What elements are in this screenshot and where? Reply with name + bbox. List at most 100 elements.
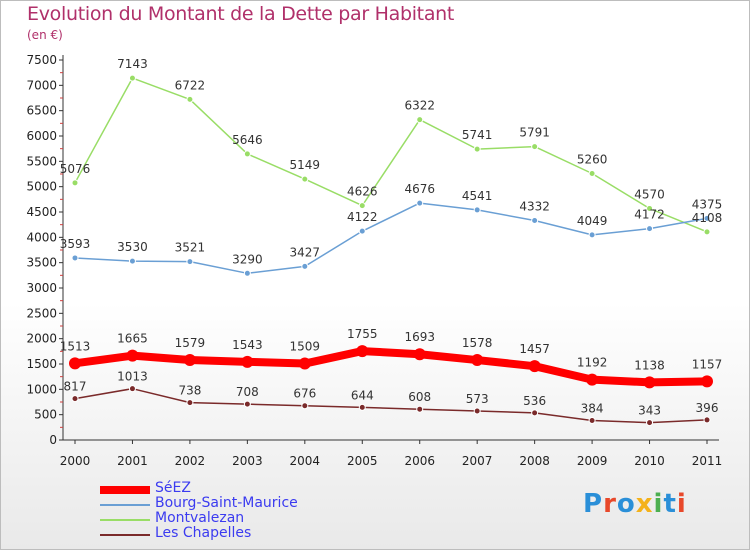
data-point [186,399,194,407]
data-point [301,175,309,183]
data-point [301,402,309,410]
data-point [241,355,254,368]
data-label: 4676 [404,182,435,196]
data-point [473,407,481,415]
y-tick-label: 0 [49,433,57,447]
data-point [186,258,194,266]
x-tick-label: 2011 [692,454,723,468]
y-tick-label: 6000 [26,129,57,143]
series-line-0 [74,347,708,387]
logo-letter: r [603,489,617,519]
data-label: 738 [178,384,201,398]
data-label: 5260 [577,152,608,166]
data-label: 1513 [60,339,91,353]
data-label: 608 [408,390,431,404]
y-tick-label: 3500 [26,256,57,270]
data-point [186,95,194,103]
data-point [531,143,539,151]
data-label: 4172 [634,208,665,222]
data-label: 1578 [462,336,493,350]
data-label: 1755 [347,327,378,341]
data-point [301,262,309,270]
data-label: 3593 [60,237,91,251]
data-point [71,395,79,403]
data-label: 1509 [290,340,321,354]
x-tick-label: 2010 [634,454,665,468]
data-label: 6722 [175,78,206,92]
data-label: 4332 [519,200,550,214]
data-point [528,360,541,373]
data-label: 573 [466,392,489,406]
data-point [416,199,424,207]
series-line-3 [74,387,708,424]
data-point [358,227,366,235]
y-tick-label: 5500 [26,154,57,168]
legend-label: SéEZ [155,480,191,496]
data-label: 4049 [577,214,608,228]
data-label: 1138 [634,358,665,372]
y-tick-label: 500 [34,408,57,422]
logo-letter: i [676,489,687,519]
data-point [703,214,711,222]
legend-swatch [100,504,150,506]
proxiti-logo: Proxiti [583,489,687,519]
data-point [128,74,136,82]
data-point [531,217,539,225]
data-point [298,357,311,370]
y-tick-label: 1000 [26,382,57,396]
data-label: 676 [293,387,316,401]
logo-letter: P [583,489,604,519]
y-tick-label: 3000 [26,281,57,295]
data-point [416,405,424,413]
data-point [356,345,369,358]
data-label: 6322 [404,99,435,113]
y-tick-label: 4500 [26,205,57,219]
data-point [416,116,424,124]
logo-letter: o [616,489,636,519]
x-tick-label: 2001 [117,454,148,468]
chart-unit: (en €) [27,28,63,42]
data-point [358,403,366,411]
data-point [588,169,596,177]
y-tick-label: 6500 [26,104,57,118]
data-label: 5741 [462,128,493,142]
legend-swatch [100,534,150,536]
data-point [586,373,599,386]
data-point [531,409,539,417]
data-point [643,376,656,389]
data-point [183,353,196,366]
x-tick-label: 2008 [519,454,550,468]
x-tick-label: 2009 [577,454,608,468]
data-point [243,269,251,277]
x-tick-label: 2006 [404,454,435,468]
data-label: 1543 [232,338,263,352]
legend-label: Bourg-Saint-Maurice [155,495,298,511]
data-label: 1693 [404,330,435,344]
data-point [128,385,136,393]
y-tick-label: 7500 [26,53,57,67]
data-label: 817 [64,380,87,394]
data-point [703,416,711,424]
legend-label: Les Chapelles [155,525,252,541]
data-label: 708 [236,385,259,399]
data-label: 1457 [519,342,550,356]
data-label: 1157 [692,357,723,371]
y-tick-label: 2500 [26,306,57,320]
y-tick-label: 7000 [26,78,57,92]
data-label: 4375 [692,197,723,211]
data-point [588,231,596,239]
legend-label: Montvalezan [155,510,245,526]
data-point [646,419,654,427]
data-label: 536 [523,394,546,408]
data-point [703,228,711,236]
y-tick-label: 1500 [26,357,57,371]
legend-swatch [100,519,150,521]
y-tick-label: 4000 [26,230,57,244]
data-label: 5646 [232,133,263,147]
series-line-2 [74,77,708,233]
logo-letter: x [635,489,654,519]
x-tick-label: 2000 [60,454,91,468]
data-point [126,349,139,362]
data-point [71,254,79,262]
